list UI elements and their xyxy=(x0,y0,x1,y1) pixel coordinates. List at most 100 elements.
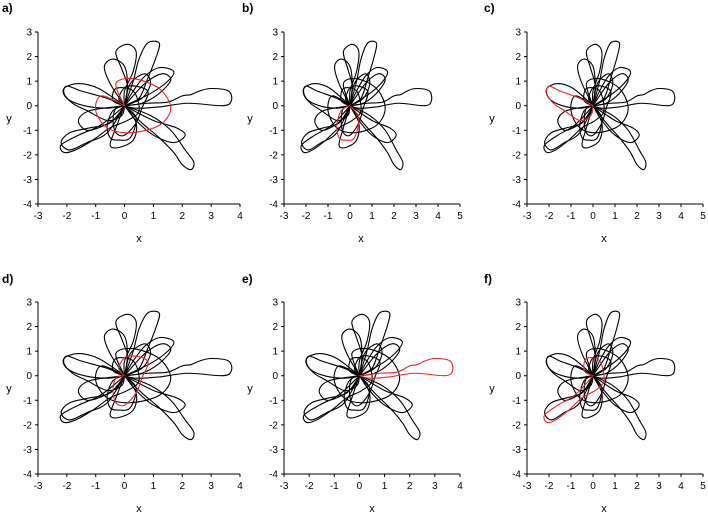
x-tick-label: 0 xyxy=(122,211,128,222)
x-tick-label: 1 xyxy=(612,211,618,222)
y-tick-label: -1 xyxy=(23,396,32,407)
x-axis-title: x xyxy=(369,503,375,515)
x-tick-label: 0 xyxy=(347,211,353,222)
curve-lobe xyxy=(349,105,404,171)
curve-lobe xyxy=(103,58,129,107)
y-tick-label: -1 xyxy=(23,126,32,137)
y-tick-label: -3 xyxy=(269,445,278,456)
curve-lobe xyxy=(592,105,647,171)
y-tick-label: 1 xyxy=(26,347,32,358)
curve-lobe xyxy=(592,73,614,107)
y-tick-label: -1 xyxy=(269,126,278,137)
curve-lobe xyxy=(314,105,351,131)
curve-lobe xyxy=(301,105,351,151)
x-tick-label: -1 xyxy=(91,211,100,222)
x-tick-label: 4 xyxy=(457,481,463,492)
x-tick-label: 4 xyxy=(237,481,243,492)
curve-lobe xyxy=(341,328,363,377)
curve-lobe xyxy=(343,375,371,411)
x-tick-label: -3 xyxy=(523,211,532,222)
x-axis-title: x xyxy=(601,233,607,245)
y-tick-label: -3 xyxy=(23,175,32,186)
y-tick-label: -2 xyxy=(23,420,32,431)
panel-label: e) xyxy=(242,272,253,286)
curve-lobe xyxy=(124,343,152,377)
panel-label: a) xyxy=(2,1,13,15)
x-tick-label: -2 xyxy=(545,211,554,222)
highlighted-lobe xyxy=(112,355,149,407)
x-tick-label: -1 xyxy=(567,481,576,492)
x-tick-label: 4 xyxy=(435,211,441,222)
y-axis-title: y xyxy=(247,383,253,395)
x-tick-label: 4 xyxy=(678,481,684,492)
curve-lobe xyxy=(585,43,603,107)
curve-lobe xyxy=(349,105,397,144)
y-tick-label: 2 xyxy=(515,52,521,63)
curve-lobe xyxy=(358,375,413,414)
x-tick-label: -1 xyxy=(324,211,333,222)
y-tick-label: -4 xyxy=(269,470,278,481)
x-tick-label: -1 xyxy=(567,211,576,222)
curve-lobe xyxy=(124,105,195,171)
x-tick-label: 1 xyxy=(151,481,157,492)
curve-lobe xyxy=(124,40,161,107)
x-tick-label: 5 xyxy=(457,211,463,222)
curve-lobe xyxy=(124,105,186,144)
x-axis-title: x xyxy=(601,503,607,515)
x-tick-label: 3 xyxy=(413,211,419,222)
x-tick-label: -1 xyxy=(91,481,100,492)
x-tick-label: -3 xyxy=(34,481,43,492)
y-tick-label: 0 xyxy=(515,101,521,112)
x-tick-label: 0 xyxy=(590,481,596,492)
x-tick-label: 2 xyxy=(407,481,413,492)
curve-lobe xyxy=(544,105,594,151)
curve-lobe xyxy=(124,343,172,377)
x-tick-label: 5 xyxy=(700,481,706,492)
x-axis-title: x xyxy=(136,233,142,245)
curve-lobe xyxy=(334,58,353,107)
curve-lobe xyxy=(592,310,621,377)
y-axis-title: y xyxy=(489,383,495,395)
y-axis-title: y xyxy=(6,383,12,395)
curve-lobe xyxy=(115,43,137,107)
y-tick-label: 3 xyxy=(515,28,521,39)
curve-lobe xyxy=(581,105,603,149)
y-tick-label: -2 xyxy=(23,150,32,161)
x-tick-label: 3 xyxy=(656,211,662,222)
curve-lobe xyxy=(318,375,360,401)
y-tick-label: -4 xyxy=(512,200,521,211)
curve-lobe xyxy=(60,105,126,151)
curve-lobe xyxy=(579,105,603,141)
x-tick-label: 4 xyxy=(237,211,243,222)
curve-lobe xyxy=(579,375,603,411)
y-tick-label: 3 xyxy=(515,298,521,309)
y-tick-label: -4 xyxy=(512,470,521,481)
x-tick-label: 2 xyxy=(634,481,640,492)
highlighted-lobe xyxy=(545,85,594,122)
curve-lobe xyxy=(124,73,152,107)
y-tick-label: -2 xyxy=(512,150,521,161)
x-tick-label: 0 xyxy=(357,481,363,492)
y-tick-label: -4 xyxy=(269,200,278,211)
curve-lobe xyxy=(124,375,195,441)
x-tick-label: 2 xyxy=(180,481,186,492)
curve-lobe xyxy=(592,105,640,144)
y-tick-label: -3 xyxy=(512,175,521,186)
curve-lobe xyxy=(349,40,378,107)
curve-lobe xyxy=(592,336,632,377)
panel-label: b) xyxy=(242,1,253,15)
curve-lobe xyxy=(349,66,389,107)
x-tick-label: 1 xyxy=(151,211,157,222)
curve-lobe xyxy=(77,105,126,131)
y-tick-label: -2 xyxy=(269,420,278,431)
x-tick-label: 1 xyxy=(382,481,388,492)
x-tick-label: -2 xyxy=(545,481,554,492)
y-tick-label: 2 xyxy=(272,322,278,333)
y-tick-label: 0 xyxy=(26,371,32,382)
panel-label: f) xyxy=(484,272,492,286)
highlighted-lobe xyxy=(94,77,172,134)
x-axis-title: x xyxy=(136,503,142,515)
curve-lobe xyxy=(585,313,603,377)
y-tick-label: -1 xyxy=(269,396,278,407)
